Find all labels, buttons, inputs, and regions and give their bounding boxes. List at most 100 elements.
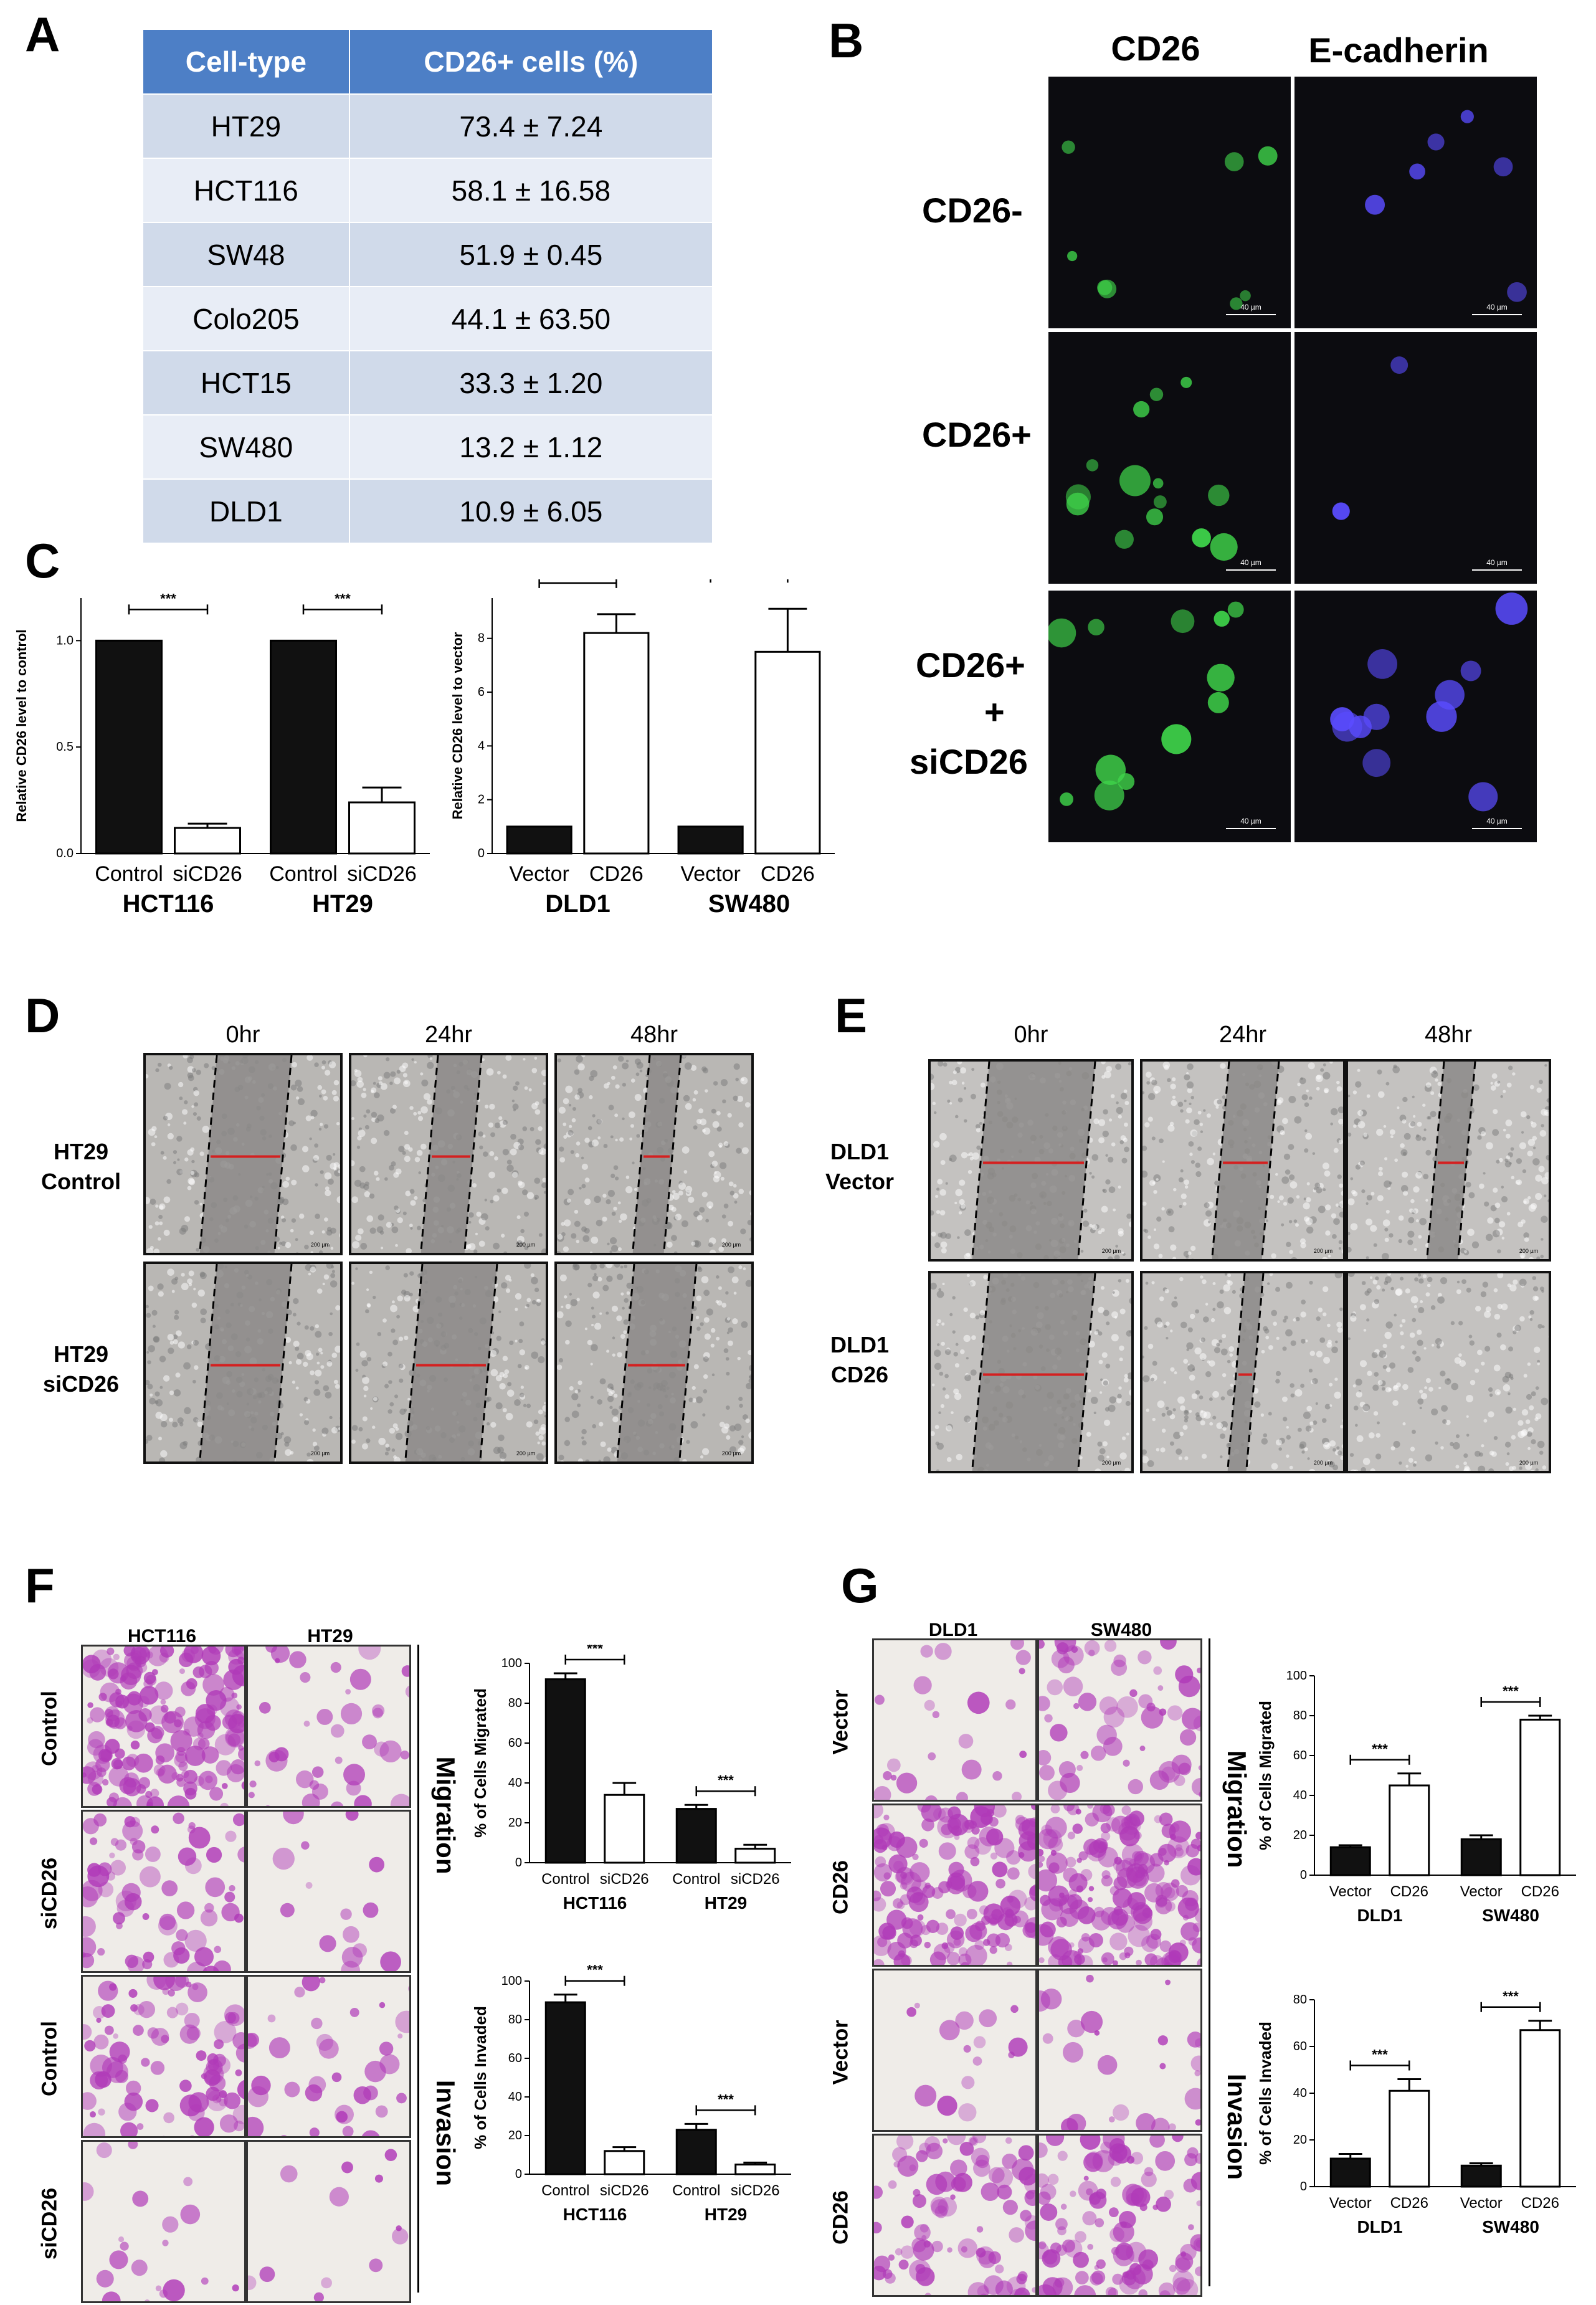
cell-texture — [970, 1157, 974, 1161]
cell-texture — [969, 1152, 972, 1156]
cell-texture — [1532, 1136, 1537, 1141]
cell-texture — [1378, 1091, 1385, 1098]
violet-cell — [1045, 1817, 1067, 1838]
cell-texture — [322, 1230, 325, 1233]
stained-cell — [1133, 401, 1149, 417]
cell-texture — [589, 1076, 594, 1081]
scale-bar-label: 200 µm — [516, 1242, 535, 1248]
cell-texture — [739, 1404, 743, 1408]
cell-texture — [544, 1415, 547, 1417]
cell-texture — [1202, 1454, 1207, 1459]
bar — [584, 633, 648, 853]
cell-texture — [728, 1328, 733, 1333]
violet-cell — [1084, 2176, 1089, 2181]
stained-cell — [1496, 592, 1528, 625]
cell-texture — [594, 1323, 601, 1330]
cell-texture — [1484, 1311, 1491, 1318]
cell-texture — [1127, 1472, 1133, 1473]
violet-cell — [151, 2028, 169, 2046]
cell-texture — [1393, 1385, 1399, 1391]
cell-texture — [1483, 1281, 1488, 1287]
cell-texture — [1530, 1085, 1534, 1090]
cell-texture — [602, 1285, 609, 1291]
cell-texture — [1120, 1308, 1126, 1314]
violet-cell — [1109, 2116, 1115, 2122]
cell-texture — [389, 1402, 394, 1407]
violet-cell — [154, 1764, 166, 1776]
cell-texture — [164, 1083, 171, 1090]
cell-texture — [409, 1271, 414, 1276]
cell-texture — [384, 1130, 390, 1136]
cell-texture — [1116, 1107, 1123, 1114]
cell-texture — [151, 1142, 156, 1146]
cell-texture — [519, 1349, 525, 1356]
cell-texture — [1089, 1172, 1091, 1174]
violet-cell — [115, 1840, 126, 1851]
cell-texture — [943, 1387, 946, 1390]
cell-texture — [392, 1448, 396, 1452]
cell-texture — [515, 1340, 517, 1343]
cell-texture — [297, 1086, 303, 1091]
cell-texture — [1305, 1218, 1313, 1225]
cell-texture — [933, 1101, 936, 1105]
time-header-0hr: 0hr — [143, 1022, 343, 1048]
stained-cell — [1161, 724, 1191, 754]
cell-texture — [936, 1210, 940, 1214]
cell-texture — [1213, 1152, 1215, 1155]
cell-texture — [531, 1068, 537, 1073]
violet-cell — [228, 1733, 241, 1746]
violet-cell — [141, 2058, 150, 2066]
violet-cell — [969, 1922, 987, 1940]
cell-texture — [359, 1427, 363, 1432]
violet-cell — [1049, 1898, 1063, 1912]
violet-cell — [343, 1926, 359, 1943]
cell-texture — [404, 1295, 410, 1301]
cell-texture — [204, 1063, 209, 1068]
violet-cell — [1158, 2035, 1168, 2045]
cell-texture — [328, 1332, 333, 1336]
y-tick-label: 100 — [501, 1974, 522, 1988]
cell-texture — [409, 1106, 413, 1110]
violet-cell — [142, 1959, 152, 1969]
cell-texture — [1170, 1367, 1174, 1372]
cell-texture — [1540, 1255, 1544, 1258]
cell-texture — [688, 1197, 694, 1203]
cell-texture — [189, 1283, 192, 1286]
cell-texture — [1095, 1468, 1101, 1473]
cell-texture — [1280, 1471, 1285, 1473]
violet-cell — [1184, 2179, 1197, 2192]
cell-texture — [520, 1393, 525, 1398]
violet-cell — [90, 1707, 105, 1722]
cell-texture — [1435, 1338, 1442, 1345]
cell-texture — [297, 1353, 304, 1360]
cell-texture — [1412, 1318, 1416, 1323]
cell-texture — [314, 1062, 319, 1067]
cell-texture — [316, 1352, 319, 1356]
violet-cell — [151, 2061, 165, 2075]
violet-cell — [302, 1977, 320, 1991]
bar — [756, 652, 820, 853]
cell-texture — [1203, 1109, 1205, 1111]
cell-texture — [1174, 1296, 1177, 1299]
bar — [1521, 2030, 1560, 2187]
cell-texture — [1208, 1220, 1210, 1223]
cell-texture — [1331, 1108, 1338, 1116]
cell-texture — [1185, 1119, 1190, 1123]
cell-texture — [1389, 1233, 1393, 1237]
cell-texture — [1153, 1190, 1157, 1194]
cell-texture — [1172, 1096, 1176, 1099]
cell-texture — [330, 1162, 336, 1169]
cell-texture — [1529, 1470, 1536, 1473]
bar — [1390, 1785, 1429, 1875]
cell-texture — [749, 1365, 754, 1372]
cell-texture — [1484, 1346, 1490, 1351]
cell-texture — [1352, 1191, 1357, 1196]
cell-texture — [1540, 1130, 1547, 1137]
bar — [546, 1680, 585, 1863]
cell-texture — [1408, 1458, 1413, 1463]
cell-texture — [1466, 1415, 1469, 1418]
cell-texture — [404, 1156, 411, 1162]
cell-texture — [1126, 1330, 1133, 1336]
cell-texture — [1534, 1347, 1540, 1353]
violet-cell — [1047, 1680, 1063, 1696]
